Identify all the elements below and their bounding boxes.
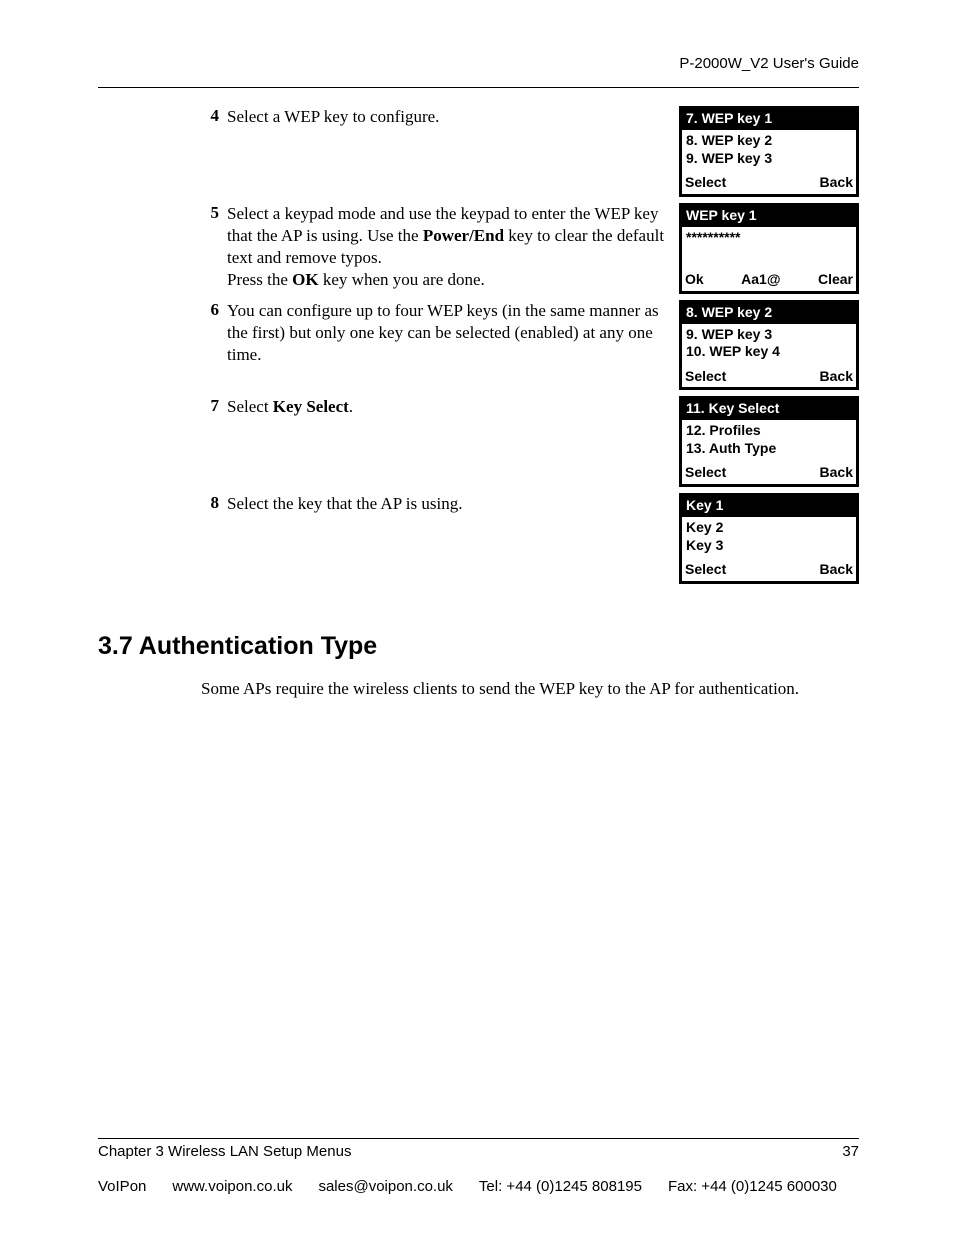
softkey-right: Back	[820, 174, 853, 192]
softkey-left: Select	[685, 174, 726, 192]
softkey-left: Select	[685, 464, 726, 482]
step-text: Select the key that the AP is using.	[219, 493, 679, 515]
phone-screen: 11. Key Select12. Profiles13. Auth TypeS…	[679, 396, 859, 487]
phone-softkeys: Select Back	[682, 366, 856, 388]
phone-screen: WEP key 1 ********** OkAa1@Clear	[679, 203, 859, 294]
step-text: Select Key Select.	[219, 396, 679, 418]
softkey-left: Ok	[685, 271, 704, 289]
phone-softkeys: Select Back	[682, 559, 856, 581]
step-row: 5Select a keypad mode and use the keypad…	[98, 203, 859, 294]
phone-screen-title: 11. Key Select	[682, 399, 856, 420]
phone-screen-title: Key 1	[682, 496, 856, 517]
softkey-right: Back	[820, 561, 853, 579]
footer-fax: Fax: +44 (0)1245 600030	[668, 1178, 837, 1195]
step-text: You can configure up to four WEP keys (i…	[219, 300, 679, 366]
phone-screen-body: Key 2Key 3	[682, 517, 856, 559]
phone-screen-body: 12. Profiles13. Auth Type	[682, 420, 856, 462]
softkey-right: Back	[820, 368, 853, 386]
step-text: Select a WEP key to configure.	[219, 106, 679, 128]
phone-screen: 7. WEP key 18. WEP key 29. WEP key 3Sele…	[679, 106, 859, 197]
phone-screen-body: 9. WEP key 310. WEP key 4	[682, 324, 856, 366]
phone-screen-line: Key 3	[686, 537, 852, 555]
step-text: Select a keypad mode and use the keypad …	[219, 203, 679, 291]
footer-url: www.voipon.co.uk	[172, 1178, 292, 1195]
phone-screen-title: WEP key 1	[682, 206, 856, 227]
phone-screen-title: 8. WEP key 2	[682, 303, 856, 324]
footer-email: sales@voipon.co.uk	[318, 1178, 452, 1195]
phone-screen-line: 9. WEP key 3	[686, 150, 852, 168]
phone-screen-title: 7. WEP key 1	[682, 109, 856, 130]
step-number: 4	[201, 106, 219, 126]
softkey-left: Select	[685, 561, 726, 579]
phone-screen-body: **********	[682, 227, 856, 269]
step-number: 8	[201, 493, 219, 513]
footer-company: VoIPon	[98, 1178, 146, 1195]
phone-screen-body: 8. WEP key 29. WEP key 3	[682, 130, 856, 172]
step-number: 7	[201, 396, 219, 416]
step-row: 4Select a WEP key to configure.7. WEP ke…	[98, 106, 859, 197]
step-row: 8Select the key that the AP is using.Key…	[98, 493, 859, 584]
softkey-right: Back	[820, 464, 853, 482]
phone-softkeys: Select Back	[682, 462, 856, 484]
section-heading: 3.7 Authentication Type	[98, 632, 859, 661]
phone-softkeys: OkAa1@Clear	[682, 269, 856, 291]
phone-screen-line: **********	[686, 229, 852, 247]
phone-screen-line: 12. Profiles	[686, 422, 852, 440]
step-number: 5	[201, 203, 219, 223]
step-number: 6	[201, 300, 219, 320]
footer-tel: Tel: +44 (0)1245 808195	[479, 1178, 642, 1195]
step-row: 7Select Key Select.11. Key Select12. Pro…	[98, 396, 859, 487]
phone-screen-line: 9. WEP key 3	[686, 326, 852, 344]
phone-screen-line: Key 2	[686, 519, 852, 537]
footer-chapter: Chapter 3 Wireless LAN Setup Menus	[98, 1143, 351, 1160]
footer-rule	[98, 1138, 859, 1139]
footer-page-number: 37	[842, 1143, 859, 1160]
phone-screen-line: 10. WEP key 4	[686, 343, 852, 361]
header-guide-title: P-2000W_V2 User's Guide	[679, 55, 859, 72]
softkey-left: Select	[685, 368, 726, 386]
phone-screen: 8. WEP key 29. WEP key 310. WEP key 4Sel…	[679, 300, 859, 391]
phone-screen-line: 13. Auth Type	[686, 440, 852, 458]
step-row: 6You can configure up to four WEP keys (…	[98, 300, 859, 391]
header-rule	[98, 87, 859, 88]
section-paragraph: Some APs require the wireless clients to…	[201, 679, 859, 699]
phone-screen: Key 1Key 2Key 3SelectBack	[679, 493, 859, 584]
phone-screen-line: 8. WEP key 2	[686, 132, 852, 150]
softkey-right: Clear	[818, 271, 853, 289]
softkey-middle: Aa1@	[704, 271, 818, 289]
phone-softkeys: Select Back	[682, 172, 856, 194]
